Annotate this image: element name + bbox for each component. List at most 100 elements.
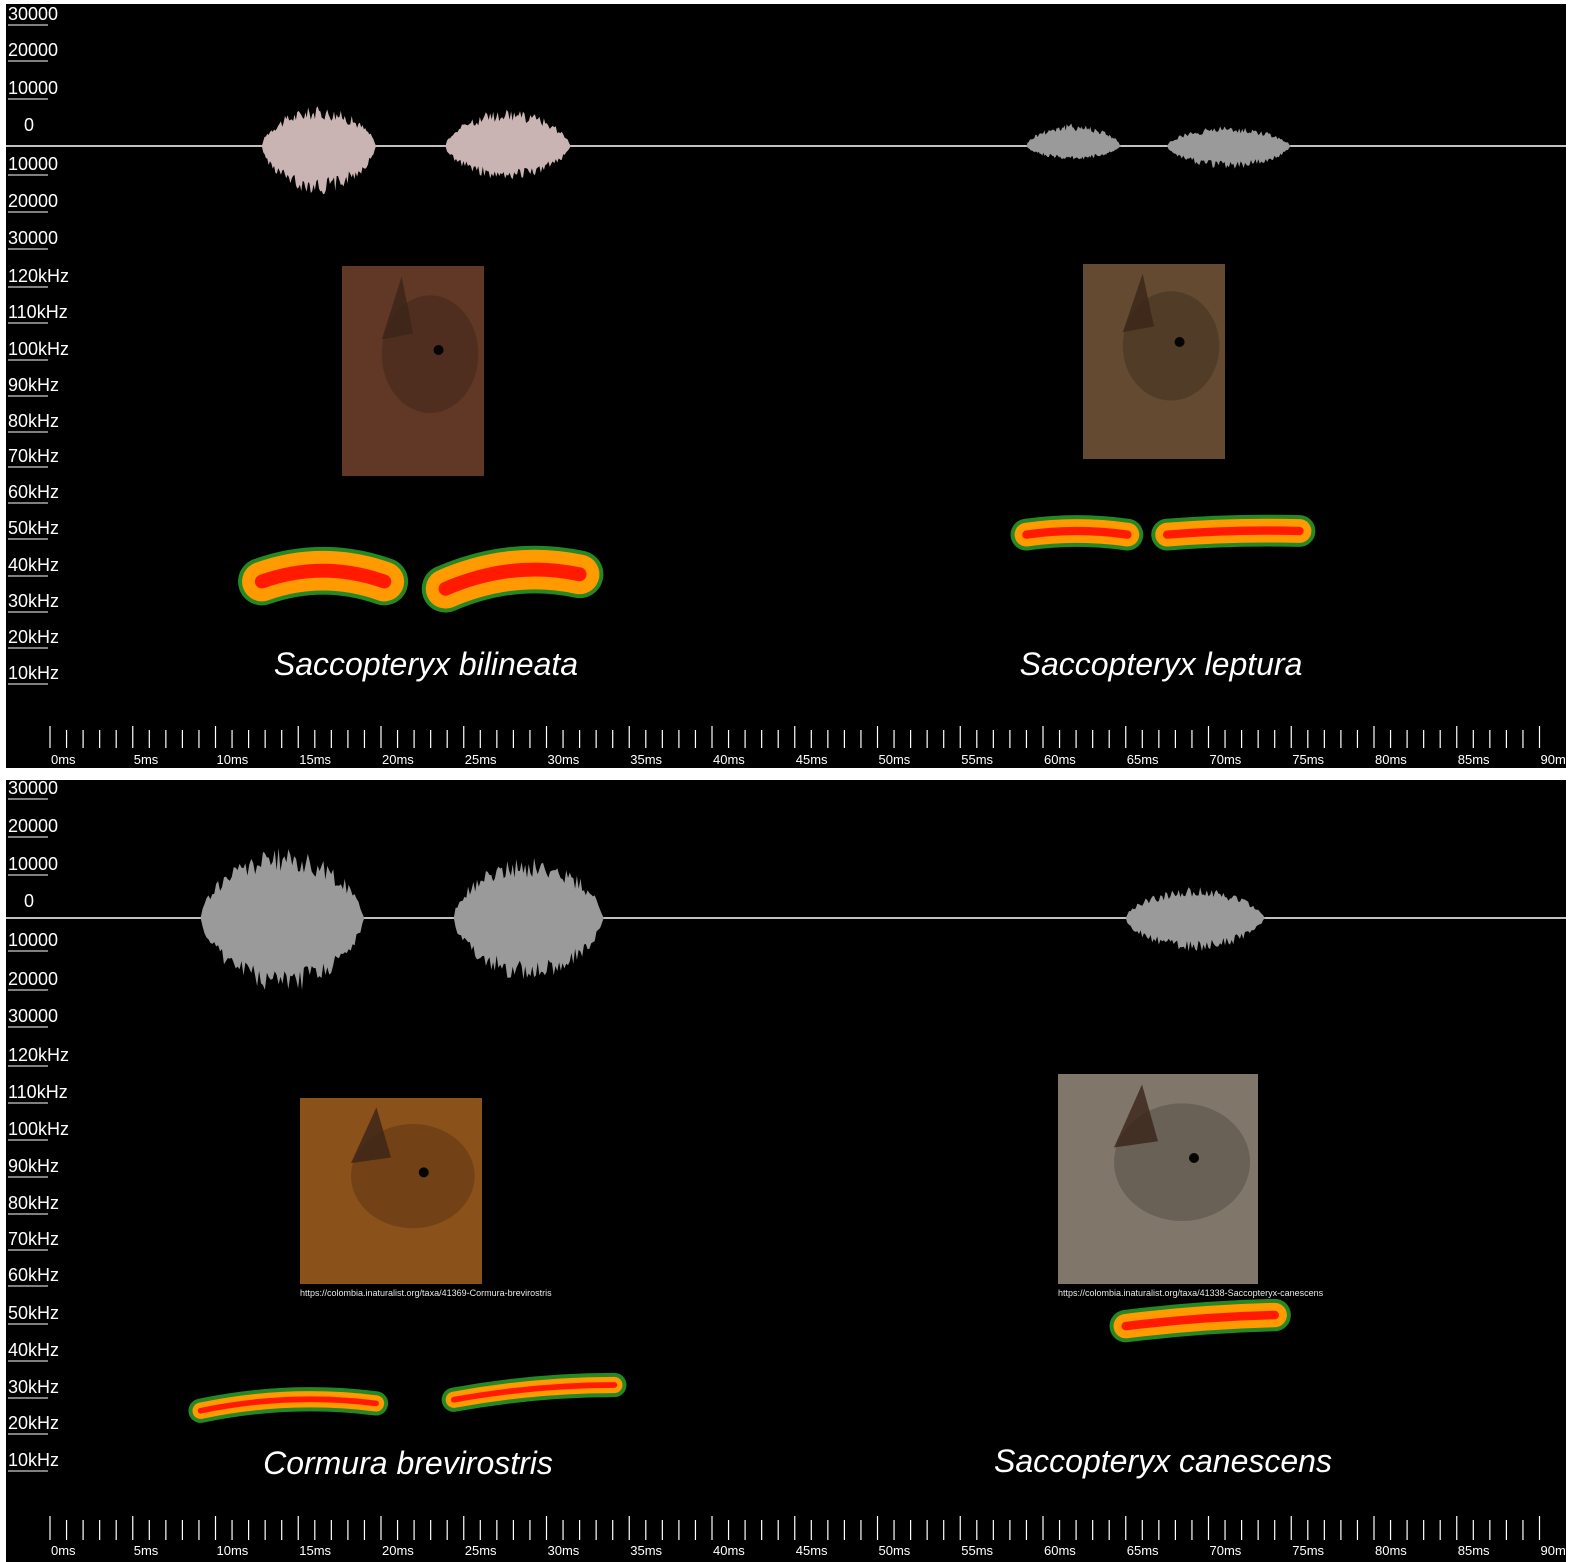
frequency-tick-label: 40kHz — [8, 1340, 59, 1360]
time-tick-label: 35ms — [630, 1543, 662, 1558]
bat-photo — [342, 266, 484, 476]
frequency-tick-label: 70kHz — [8, 446, 59, 466]
frequency-tick-label: 80kHz — [8, 1193, 59, 1213]
spectrogram-call-core — [254, 563, 392, 589]
waveform-pulse — [261, 106, 385, 195]
frequency-tick-label: 50kHz — [8, 1303, 59, 1323]
time-tick-label: 20ms — [382, 752, 414, 767]
bat-photo-body — [1058, 1074, 1258, 1284]
time-tick-label: 75ms — [1292, 752, 1324, 767]
amplitude-tick-label: 10000 — [8, 154, 58, 174]
time-tick-label: 60ms — [1044, 1543, 1076, 1558]
frequency-tick-label: 40kHz — [8, 555, 59, 575]
frequency-tick-label: 80kHz — [8, 411, 59, 431]
bat-eye — [433, 345, 444, 355]
time-tick-label: 75ms — [1292, 1543, 1324, 1558]
bat-photo-body — [300, 1098, 482, 1284]
frequency-tick-label: 30kHz — [8, 591, 59, 611]
time-tick-label: 30ms — [548, 752, 580, 767]
amplitude-tick-label: 10000 — [8, 854, 58, 874]
waveform-pulse — [453, 857, 615, 980]
frequency-tick-label: 90kHz — [8, 1156, 59, 1176]
waveform-pulse — [1167, 126, 1300, 169]
time-tick-label: 90ms — [1541, 1543, 1567, 1558]
time-tick-label: 50ms — [879, 752, 911, 767]
frequency-tick-label: 50kHz — [8, 518, 59, 538]
bottom-oscillogram-spectrogram: 30000 20000 10000 0 10000 20000 30000 120kHz 110… — [6, 780, 1567, 1558]
frequency-tick-label: 20kHz — [8, 627, 59, 647]
bat-ear — [1122, 273, 1154, 333]
photo-credit-url: https://colombia.inaturalist.org/taxa/41… — [300, 1288, 552, 1298]
time-tick-label: 90ms — [1541, 752, 1567, 767]
bat-eye — [1189, 1153, 1199, 1163]
species-name: Cormura brevirostris — [263, 1445, 553, 1481]
time-tick-label: 20ms — [382, 1543, 414, 1558]
frequency-tick-label: 60kHz — [8, 1265, 59, 1285]
amplitude-tick-label: 10000 — [8, 930, 58, 950]
waveform-pulse — [1026, 123, 1128, 160]
bat-photo — [300, 1098, 482, 1284]
species-name: Saccopteryx leptura — [1020, 646, 1303, 682]
time-tick-label: 35ms — [630, 752, 662, 767]
bottom-panel: 30000 20000 10000 0 10000 20000 30000 120kHz 110… — [6, 780, 1566, 1562]
bat-photo — [1083, 264, 1225, 459]
frequency-tick-label: 100kHz — [8, 1119, 69, 1139]
time-tick-label: 15ms — [299, 1543, 331, 1558]
time-tick-label: 65ms — [1127, 752, 1159, 767]
waveform-pulse — [1125, 887, 1275, 952]
spectrogram-call-core — [450, 1382, 618, 1403]
time-tick-label: 25ms — [465, 752, 497, 767]
time-tick-label: 10ms — [217, 1543, 249, 1558]
amplitude-tick-label: 30000 — [8, 780, 58, 798]
frequency-tick-label: 10kHz — [8, 1450, 59, 1470]
time-tick-label: 60ms — [1044, 752, 1076, 767]
frequency-tick-label: 60kHz — [8, 482, 59, 502]
bat-photo — [1058, 1074, 1258, 1284]
time-tick-label: 25ms — [465, 1543, 497, 1558]
amplitude-tick-label: 20000 — [8, 191, 58, 211]
bat-photo-body — [342, 266, 484, 476]
time-tick-label: 80ms — [1375, 752, 1407, 767]
frequency-tick-label: 120kHz — [8, 266, 69, 286]
frequency-tick-label: 70kHz — [8, 1229, 59, 1249]
amplitude-tick-label: 20000 — [8, 816, 58, 836]
bat-ear — [1114, 1084, 1158, 1148]
time-tick-label: 45ms — [796, 752, 828, 767]
time-tick-label: 40ms — [713, 1543, 745, 1558]
top-oscillogram-spectrogram: 30000 20000 10000 0 10000 20000 30000 120kHz 110… — [6, 4, 1567, 767]
time-tick-label: 55ms — [961, 752, 993, 767]
time-tick-label: 70ms — [1210, 752, 1242, 767]
spectrogram-call-core — [1162, 526, 1304, 539]
bat-ear — [381, 276, 413, 340]
waveform-pulse — [200, 847, 376, 991]
bat-eye — [1174, 337, 1185, 347]
bat-eye — [418, 1167, 429, 1178]
frequency-tick-label: 110kHz — [8, 302, 68, 322]
time-tick-label: 0ms — [51, 1543, 76, 1558]
frequency-tick-label: 110kHz — [8, 1082, 68, 1102]
top-panel: 30000 20000 10000 0 10000 20000 30000 120kHz 110… — [6, 4, 1566, 768]
photo-credit-url: https://colombia.inaturalist.org/taxa/41… — [1058, 1288, 1324, 1298]
time-tick-label: 0ms — [51, 752, 76, 767]
spectrogram-call-core — [1121, 1310, 1279, 1331]
amplitude-tick-label: 0 — [24, 891, 34, 911]
amplitude-tick-label: 30000 — [8, 228, 58, 248]
time-tick-label: 85ms — [1458, 752, 1490, 767]
time-tick-label: 85ms — [1458, 1543, 1490, 1558]
species-name: Saccopteryx canescens — [994, 1443, 1332, 1479]
amplitude-tick-label: 10000 — [8, 78, 58, 98]
time-tick-label: 5ms — [134, 752, 159, 767]
time-tick-label: 80ms — [1375, 1543, 1407, 1558]
frequency-tick-label: 90kHz — [8, 375, 59, 395]
time-tick-label: 15ms — [299, 752, 331, 767]
amplitude-tick-label: 20000 — [8, 969, 58, 989]
time-tick-label: 70ms — [1210, 1543, 1242, 1558]
time-tick-label: 30ms — [548, 1543, 580, 1558]
species-name: Saccopteryx bilineata — [274, 646, 578, 682]
amplitude-tick-label: 0 — [24, 115, 34, 135]
frequency-tick-label: 20kHz — [8, 1413, 59, 1433]
time-tick-label: 50ms — [879, 1543, 911, 1558]
time-tick-label: 10ms — [217, 752, 249, 767]
time-tick-label: 55ms — [961, 1543, 993, 1558]
frequency-tick-label: 120kHz — [8, 1045, 69, 1065]
